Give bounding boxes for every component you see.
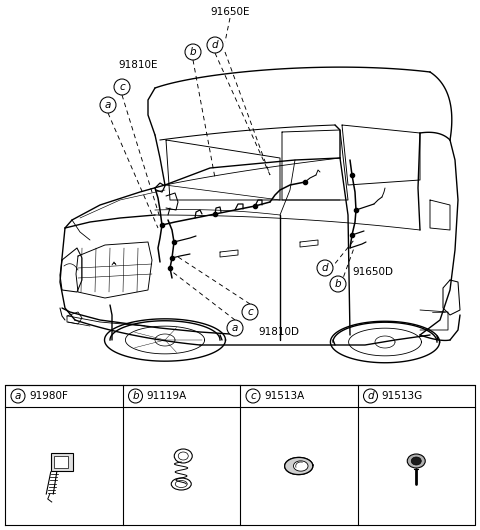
Text: a: a	[15, 391, 21, 401]
Text: c: c	[250, 391, 256, 401]
Circle shape	[242, 304, 258, 320]
FancyBboxPatch shape	[54, 456, 68, 468]
Circle shape	[185, 44, 201, 60]
Text: a: a	[105, 100, 111, 110]
Text: 91650D: 91650D	[352, 267, 393, 277]
Text: d: d	[367, 391, 374, 401]
Circle shape	[246, 389, 260, 403]
Polygon shape	[285, 457, 313, 474]
Text: a: a	[232, 323, 238, 333]
Text: 91810D: 91810D	[258, 327, 299, 337]
Text: c: c	[247, 307, 253, 317]
Circle shape	[363, 389, 377, 403]
Text: b: b	[190, 47, 196, 57]
Text: 91513A: 91513A	[264, 391, 304, 401]
Text: 91980F: 91980F	[29, 391, 68, 401]
Text: 91119A: 91119A	[146, 391, 187, 401]
Circle shape	[227, 320, 243, 336]
Text: d: d	[322, 263, 328, 273]
Text: c: c	[119, 82, 125, 92]
Circle shape	[330, 276, 346, 292]
Ellipse shape	[175, 481, 187, 488]
Polygon shape	[293, 461, 308, 471]
Text: 91810E: 91810E	[118, 60, 157, 70]
Ellipse shape	[178, 452, 188, 460]
Ellipse shape	[171, 478, 191, 490]
Circle shape	[100, 97, 116, 113]
Text: b: b	[335, 279, 341, 289]
Circle shape	[114, 79, 130, 95]
Circle shape	[317, 260, 333, 276]
Text: 91513G: 91513G	[382, 391, 423, 401]
Text: d: d	[212, 40, 218, 50]
Ellipse shape	[411, 457, 421, 465]
Circle shape	[207, 37, 223, 53]
Text: b: b	[132, 391, 139, 401]
Ellipse shape	[174, 449, 192, 463]
Text: 91650E: 91650E	[210, 7, 250, 17]
Circle shape	[129, 389, 143, 403]
Circle shape	[11, 389, 25, 403]
Ellipse shape	[407, 454, 425, 468]
FancyBboxPatch shape	[51, 453, 73, 471]
